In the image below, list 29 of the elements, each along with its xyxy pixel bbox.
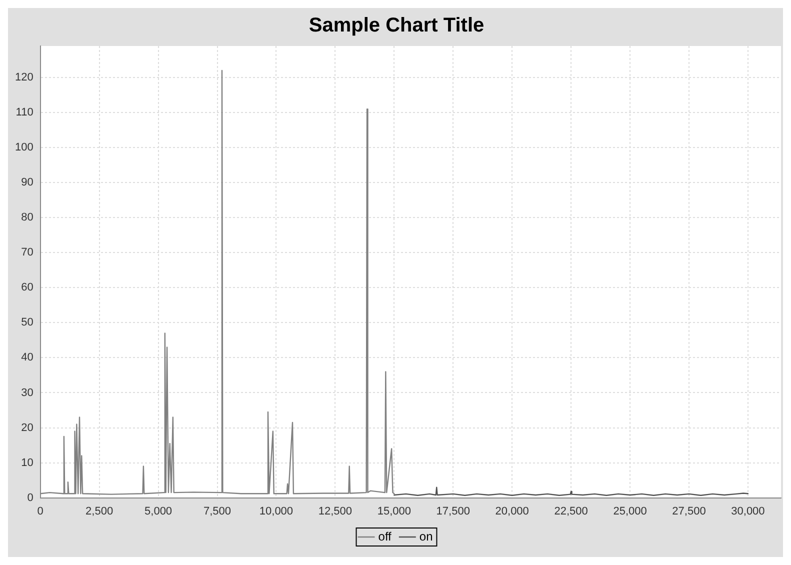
y-tick-label: 70 <box>21 246 34 259</box>
x-tick-label: 22,500 <box>554 505 588 518</box>
y-tick-label: 60 <box>21 282 34 294</box>
x-tick-label: 15,000 <box>377 505 411 518</box>
y-tick-label: 120 <box>14 72 34 84</box>
legend-label: on <box>419 529 433 544</box>
legend-label: off <box>378 529 392 544</box>
y-tick-label: 50 <box>21 316 34 329</box>
y-tick-label: 110 <box>16 106 34 119</box>
x-tick-label: 30,000 <box>731 505 765 518</box>
y-tick-label: 30 <box>21 386 34 399</box>
y-tick-label: 40 <box>21 352 34 364</box>
x-tick-label: 25,000 <box>613 505 647 518</box>
x-tick-label: 0 <box>37 505 44 518</box>
y-tick-label: 10 <box>21 456 34 469</box>
y-tick-label: 20 <box>21 422 34 434</box>
y-tick-label: 100 <box>14 142 34 154</box>
x-tick-label: 17,500 <box>436 505 470 518</box>
y-tick-label: 90 <box>21 176 34 189</box>
x-tick-label: 27,500 <box>672 505 706 518</box>
x-tick-label: 10,000 <box>259 505 294 518</box>
x-tick-label: 12,500 <box>318 505 352 518</box>
x-tick-label: 2,500 <box>86 505 114 518</box>
chart-title: Sample Chart Title <box>308 14 484 37</box>
x-tick-label: 5,000 <box>144 505 172 518</box>
x-tick-label: 20,000 <box>495 505 529 518</box>
x-tick-label: 7,500 <box>203 505 232 518</box>
y-tick-label: 0 <box>27 492 34 504</box>
y-tick-label: 80 <box>21 212 34 224</box>
